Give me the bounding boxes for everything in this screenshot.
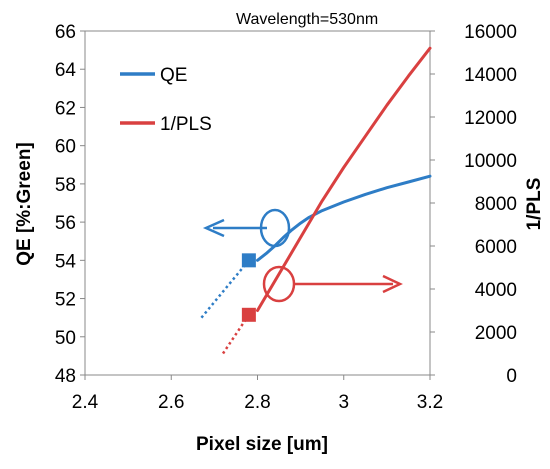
plot-area-frame	[84, 30, 431, 376]
y-left-tick-label: 52	[55, 290, 76, 311]
y-right-tick-label: 10000	[464, 151, 517, 172]
y-left-tick-label: 66	[55, 22, 76, 43]
y-left-tick-label: 62	[55, 98, 76, 119]
y-right-tick-label: 4000	[475, 280, 517, 301]
annotation-text: Wavelength=530nm	[236, 11, 378, 28]
y-right-tick-label: 0	[506, 366, 517, 387]
y-axis-left-title: QE [%:Green]	[14, 142, 35, 266]
y-right-tick-label: 16000	[464, 22, 517, 43]
y-right-tick-label: 6000	[475, 237, 517, 258]
series-line-qe	[256, 174, 432, 262]
x-tick-label: 2.4	[72, 392, 99, 413]
y-left-tick-label: 64	[55, 60, 77, 81]
y-axis-right-title: 1/PLS	[524, 178, 545, 231]
y-right-tick-label: 8000	[475, 194, 517, 215]
y-left-tick-label: 48	[55, 366, 76, 387]
y-left-tick-label: 60	[55, 137, 76, 158]
y-left-tick-label: 54	[55, 251, 77, 272]
x-axis-title: Pixel size [um]	[196, 434, 328, 455]
pls-axis-arrow-head	[382, 274, 403, 294]
legend-label-qe: QE	[160, 65, 187, 86]
legend-label-pls: 1/PLS	[160, 114, 212, 135]
y-right-tick-label: 14000	[464, 65, 517, 86]
x-tick-label: 2.6	[158, 392, 184, 413]
legend: QE 1/PLS	[120, 65, 212, 135]
y-left-tick-label: 58	[55, 175, 76, 196]
x-tick-label: 2.8	[244, 392, 270, 413]
series-marker-pls	[241, 307, 256, 322]
series-marker-qe	[241, 253, 256, 268]
qe-axis-arrow-head	[202, 218, 225, 238]
y-right-tick-label: 2000	[475, 323, 517, 344]
x-tick-label: 3.2	[417, 392, 443, 413]
y-left-tick-label: 56	[55, 213, 76, 234]
y-left-tick-label: 50	[55, 328, 76, 349]
series-extrapolation-qe	[200, 259, 250, 319]
x-tick-label: 3	[338, 392, 349, 413]
y-right-tick-label: 12000	[464, 108, 517, 129]
series-line-pls	[256, 46, 432, 312]
